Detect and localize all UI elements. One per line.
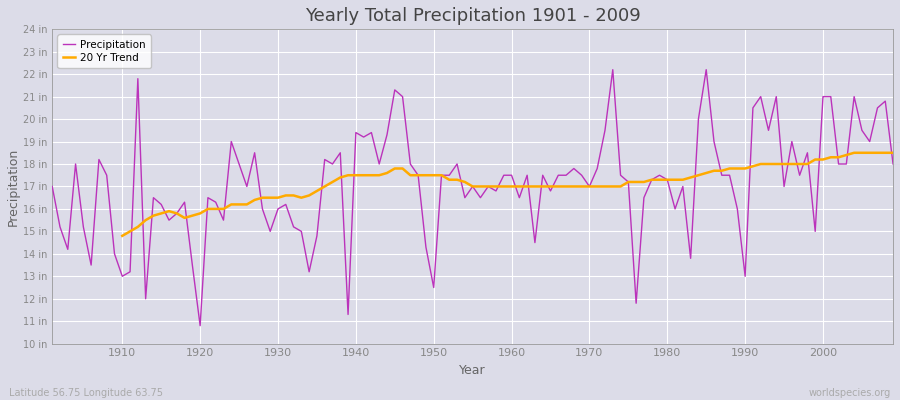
- Precipitation: [335, 150, 346, 155]
- 20 Yr Trend: [887, 150, 898, 155]
- Precipitation: [608, 67, 618, 72]
- Line: 20 Yr Trend: 20 Yr Trend: [122, 153, 893, 236]
- Precipitation: [887, 162, 898, 166]
- 20 Yr Trend: [849, 150, 859, 155]
- Title: Yearly Total Precipitation 1901 - 2009: Yearly Total Precipitation 1901 - 2009: [305, 7, 641, 25]
- Precipitation: [616, 173, 626, 178]
- Precipitation: [506, 173, 517, 178]
- Text: worldspecies.org: worldspecies.org: [809, 388, 891, 398]
- 20 Yr Trend: [825, 155, 836, 160]
- Line: Precipitation: Precipitation: [52, 70, 893, 326]
- Precipitation: [514, 195, 525, 200]
- Precipitation: [109, 252, 120, 256]
- Legend: Precipitation, 20 Yr Trend: Precipitation, 20 Yr Trend: [58, 34, 151, 68]
- Precipitation: [194, 323, 205, 328]
- 20 Yr Trend: [576, 184, 587, 189]
- Precipitation: [47, 184, 58, 189]
- Precipitation: [288, 224, 299, 229]
- 20 Yr Trend: [117, 234, 128, 238]
- Y-axis label: Precipitation: Precipitation: [7, 147, 20, 226]
- 20 Yr Trend: [265, 195, 275, 200]
- 20 Yr Trend: [296, 195, 307, 200]
- 20 Yr Trend: [857, 150, 868, 155]
- X-axis label: Year: Year: [459, 364, 486, 377]
- 20 Yr Trend: [514, 184, 525, 189]
- Text: Latitude 56.75 Longitude 63.75: Latitude 56.75 Longitude 63.75: [9, 388, 163, 398]
